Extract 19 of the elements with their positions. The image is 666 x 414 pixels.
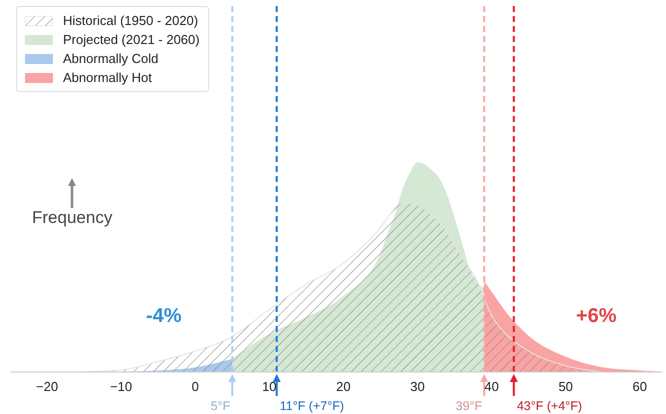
ref-line-label: 11°F (+7°F) [280,399,344,413]
annotation: -4% [146,305,182,328]
ref-line-label: 43°F (+4°F) [516,399,582,413]
legend-label: Historical (1950 - 2020) [63,13,198,28]
x-tick-label: 60 [632,379,648,394]
x-tick-label: −20 [36,379,58,394]
annotation: +6% [576,305,617,328]
x-tick-label: 0 [192,379,199,394]
x-tick-label: −10 [110,379,132,394]
legend-label: Abnormally Hot [63,70,152,85]
y-axis-title: Frequency [32,208,112,228]
x-tick-label: 50 [558,379,573,394]
ref-line-label: 5°F [210,399,231,413]
legend-label: Projected (2021 - 2060) [63,32,200,47]
ref-line-label: 39°F [456,399,483,413]
x-tick-label: 40 [484,379,499,394]
x-tick-label: 20 [336,379,351,394]
legend-label: Abnormally Cold [63,51,158,66]
x-tick-label: 30 [410,379,425,394]
